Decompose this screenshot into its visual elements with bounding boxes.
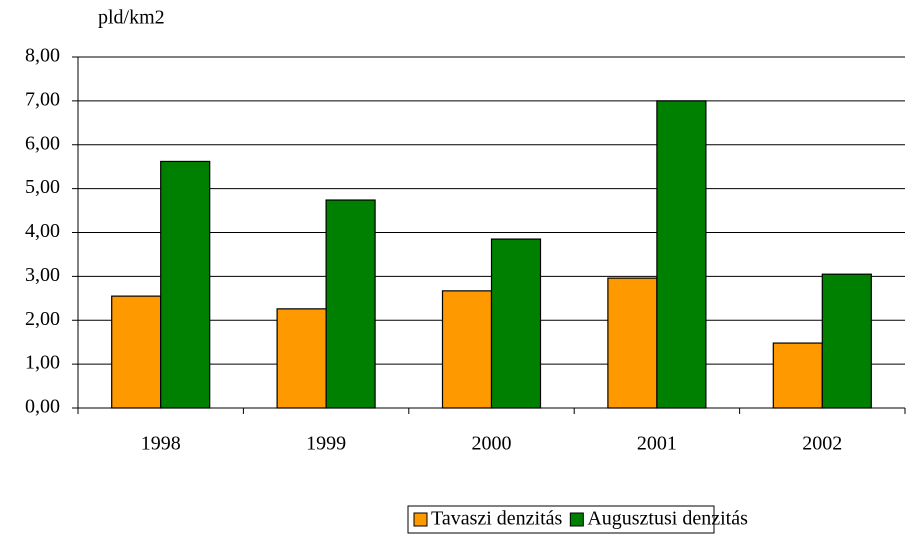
x-tick-label: 1998 [141, 433, 181, 455]
bar [111, 295, 162, 409]
y-tick-label: 0,00 [25, 396, 60, 418]
y-tick-label: 5,00 [25, 176, 60, 198]
y-tick-label: 6,00 [25, 132, 60, 154]
bar [490, 238, 542, 409]
y-tick-label: 1,00 [25, 352, 60, 374]
bar [607, 277, 658, 409]
legend-swatch [569, 512, 584, 527]
x-tick-label: 2000 [472, 433, 512, 455]
x-tick-label: 1999 [306, 433, 346, 455]
x-tick-label: 2001 [637, 433, 677, 455]
x-tick-label: 2002 [802, 433, 842, 455]
bar [160, 160, 211, 409]
legend-swatch [413, 512, 428, 527]
bar [325, 199, 376, 409]
legend-label: Tavaszi denzitás [431, 508, 563, 530]
y-tick-label: 3,00 [25, 264, 60, 286]
bar [772, 342, 823, 409]
y-tick-label: 8,00 [25, 45, 60, 67]
legend-label: Augusztusi denzitás [587, 508, 748, 530]
y-tick-label: 7,00 [25, 88, 60, 110]
y-axis-label: pld/km2 [98, 7, 165, 29]
bar [276, 308, 327, 409]
bar [656, 100, 707, 409]
bar [821, 273, 872, 409]
bar [441, 290, 493, 409]
y-tick-label: 4,00 [25, 220, 60, 242]
legend-box [407, 505, 715, 534]
y-tick-label: 2,00 [25, 308, 60, 330]
